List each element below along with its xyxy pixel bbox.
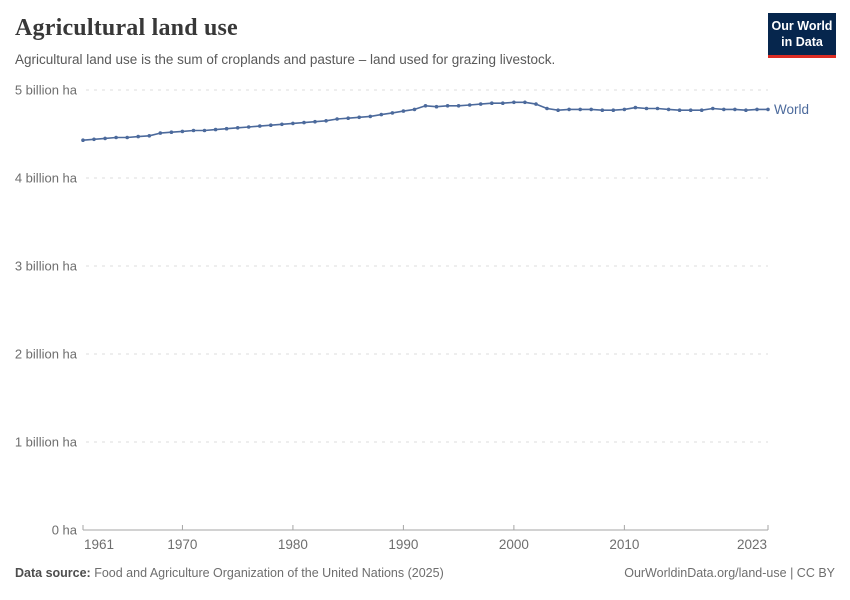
y-axis-label: 5 billion ha — [15, 83, 78, 98]
data-point[interactable] — [191, 128, 196, 133]
x-axis-label: 1961 — [84, 537, 114, 552]
line-chart[interactable]: 0 ha 1 billion ha 2 billion ha 3 billion ha… — [0, 78, 850, 558]
data-point[interactable] — [379, 112, 384, 117]
y-axis-label: 2 billion ha — [15, 347, 78, 362]
data-point[interactable] — [722, 107, 726, 112]
owid-logo-line2: in Data — [781, 34, 823, 49]
data-point[interactable] — [711, 106, 715, 111]
owid-logo[interactable]: Our World in Data — [768, 13, 836, 59]
data-point[interactable] — [357, 115, 362, 120]
data-point[interactable] — [280, 122, 284, 127]
data-point[interactable] — [622, 107, 627, 112]
license-label: CC BY — [796, 566, 835, 580]
data-point[interactable] — [733, 107, 737, 112]
data-point[interactable] — [523, 100, 527, 105]
data-point[interactable] — [313, 119, 317, 124]
data-point[interactable] — [688, 108, 693, 112]
data-point[interactable] — [235, 126, 240, 130]
data-point[interactable] — [567, 107, 571, 112]
x-axis-label: 2023 — [737, 537, 767, 552]
data-point[interactable] — [556, 108, 560, 112]
data-point[interactable] — [644, 106, 649, 111]
owid-license-link[interactable]: OurWorldinData.org/land-use | CC BY — [624, 565, 835, 581]
data-point[interactable] — [390, 111, 395, 115]
data-point[interactable] — [368, 114, 373, 119]
data-point[interactable] — [324, 119, 328, 123]
y-axis-label: 3 billion ha — [15, 259, 78, 274]
data-point[interactable] — [224, 126, 229, 131]
data-point[interactable] — [346, 116, 351, 120]
data-point[interactable] — [81, 138, 85, 142]
data-point[interactable] — [600, 108, 605, 112]
data-point[interactable] — [467, 103, 472, 107]
chart-footer: Data source: Food and Agriculture Organi… — [15, 565, 835, 581]
data-point[interactable] — [136, 134, 140, 139]
footer-separator: | — [790, 566, 794, 580]
data-point[interactable] — [92, 137, 96, 142]
data-point[interactable] — [114, 135, 118, 140]
data-point[interactable] — [744, 108, 748, 112]
data-source-note: Data source: Food and Agriculture Organi… — [15, 565, 444, 581]
data-point[interactable] — [766, 107, 770, 112]
data-point[interactable] — [445, 104, 450, 108]
data-point[interactable] — [169, 130, 174, 134]
data-point[interactable] — [434, 104, 439, 109]
owid-logo-line1: Our World — [771, 19, 833, 33]
data-point[interactable] — [258, 124, 262, 128]
data-point[interactable] — [677, 108, 682, 112]
data-point[interactable] — [269, 123, 273, 127]
data-point[interactable] — [125, 135, 129, 140]
data-point[interactable] — [578, 107, 582, 112]
data-source-label: Data source: — [15, 566, 91, 580]
data-point[interactable] — [158, 131, 163, 135]
data-point[interactable] — [512, 100, 516, 105]
x-axis-label: 1980 — [278, 537, 308, 552]
data-point[interactable] — [478, 102, 483, 106]
chart-header: Agricultural land use Agricultural land … — [15, 14, 735, 69]
data-point[interactable] — [401, 109, 406, 113]
data-point[interactable] — [103, 136, 107, 141]
x-axis-label: 1970 — [167, 537, 197, 552]
data-point[interactable] — [534, 102, 538, 106]
data-point[interactable] — [302, 120, 306, 125]
data-point[interactable] — [213, 127, 218, 132]
data-point[interactable] — [202, 128, 207, 133]
data-point[interactable] — [335, 117, 339, 121]
chart-subtitle: Agricultural land use is the sum of crop… — [15, 51, 556, 67]
x-axis-label: 2010 — [609, 537, 639, 552]
data-point[interactable] — [456, 104, 461, 108]
data-point[interactable] — [633, 105, 638, 110]
data-point[interactable] — [412, 107, 417, 112]
data-point[interactable] — [755, 107, 759, 112]
world-line[interactable] — [82, 101, 769, 142]
data-point[interactable] — [589, 107, 593, 112]
x-axis-label: 2000 — [499, 537, 529, 552]
x-axis-label: 1990 — [388, 537, 418, 552]
series-end-label[interactable]: World — [774, 102, 809, 117]
y-axis-label: 0 ha — [52, 523, 78, 538]
data-point[interactable] — [490, 101, 494, 105]
data-point[interactable] — [246, 125, 251, 129]
data-point[interactable] — [423, 104, 428, 108]
data-point[interactable] — [655, 106, 660, 111]
y-axis-label: 4 billion ha — [15, 171, 78, 186]
data-point[interactable] — [545, 106, 549, 111]
data-point[interactable] — [699, 108, 704, 112]
y-axis-label: 1 billion ha — [15, 435, 78, 450]
owid-url: OurWorldinData.org/land-use — [624, 566, 787, 580]
page-title: Agricultural land use — [15, 15, 238, 41]
data-point[interactable] — [147, 134, 152, 138]
data-point[interactable] — [611, 108, 616, 112]
data-point[interactable] — [291, 121, 295, 126]
data-point[interactable] — [180, 129, 185, 134]
data-source-text: Food and Agriculture Organization of the… — [94, 566, 444, 580]
data-point[interactable] — [666, 107, 671, 112]
data-point[interactable] — [501, 101, 505, 105]
